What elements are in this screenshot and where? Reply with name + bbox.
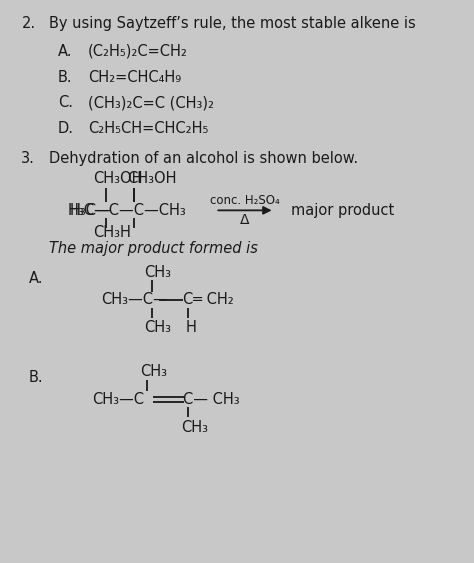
Text: (C₂H₅)₂C=CH₂: (C₂H₅)₂C=CH₂ [88,44,188,59]
Text: conc. H₂SO₄: conc. H₂SO₄ [210,194,280,207]
Text: H₃C—: H₃C— [70,203,111,218]
Text: CH₃—C: CH₃—C [92,392,145,407]
Text: (CH₃)₂C=C (CH₃)₂: (CH₃)₂C=C (CH₃)₂ [88,95,214,110]
Text: CH₃: CH₃ [144,320,171,336]
Text: 3.: 3. [21,151,35,166]
Text: C₂H₅CH=CHC₂H₅: C₂H₅CH=CHC₂H₅ [88,121,208,136]
Text: CH₃: CH₃ [144,265,171,280]
Text: Δ: Δ [240,213,250,227]
Text: D.: D. [58,121,74,136]
Text: CH₂=CHC₄H₉: CH₂=CHC₄H₉ [88,69,181,84]
Text: B.: B. [58,69,73,84]
Text: CH₃H: CH₃H [93,225,131,240]
Text: CH₃: CH₃ [140,364,167,379]
Text: B.: B. [29,370,43,385]
Text: H₃C—C—C—CH₃: H₃C—C—C—CH₃ [68,203,187,218]
Text: The major product formed is: The major product formed is [49,240,257,256]
Text: A.: A. [58,44,73,59]
Text: CH₃OH: CH₃OH [127,171,176,186]
Text: C═ CH₂: C═ CH₂ [183,292,234,307]
Text: By using Saytzeff’s rule, the most stable alkene is: By using Saytzeff’s rule, the most stabl… [49,16,416,31]
Text: C— CH₃: C— CH₃ [183,392,240,407]
Text: major product: major product [291,203,394,218]
Text: CH₃—C—: CH₃—C— [101,292,168,307]
Text: 2.: 2. [21,16,36,31]
Text: A.: A. [29,270,43,285]
Text: CH₃OH: CH₃OH [93,171,143,186]
Text: H: H [185,320,196,336]
Text: CH₃: CH₃ [181,420,208,435]
Text: C.: C. [58,95,73,110]
Text: Dehydration of an alcohol is shown below.: Dehydration of an alcohol is shown below… [49,151,358,166]
